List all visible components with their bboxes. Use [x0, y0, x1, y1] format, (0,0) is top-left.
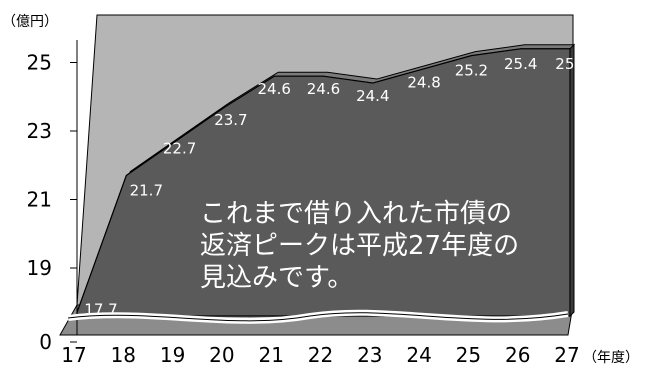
data-label-25: 25.2	[455, 62, 488, 80]
x-tick-22: 22	[308, 343, 333, 367]
series-area	[76, 48, 571, 317]
y-tick-21: 21	[27, 188, 52, 212]
area-side-face	[569, 43, 575, 318]
data-label-23: 24.4	[356, 87, 389, 105]
y-tick-0: 0	[39, 330, 52, 354]
x-tick-23: 23	[357, 343, 382, 367]
y-tick-19: 19	[27, 256, 52, 280]
x-tick-17: 17	[61, 343, 86, 367]
x-tick-27: 27	[554, 343, 579, 367]
data-label-21: 24.6	[257, 80, 290, 98]
data-label-24: 24.8	[407, 73, 440, 91]
data-label-27: 25.4	[555, 55, 588, 73]
x-tick-19: 19	[160, 343, 185, 367]
data-label-26: 25.4	[504, 55, 537, 73]
annotation-line-3: 見込みです。	[200, 263, 353, 293]
x-tick-26: 26	[505, 343, 530, 367]
data-label-18: 21.7	[130, 182, 163, 200]
y-tick-23: 23	[27, 119, 52, 143]
data-label-22: 24.6	[307, 80, 340, 98]
data-label-17: 17.7	[84, 301, 117, 319]
x-tick-24: 24	[406, 343, 431, 367]
data-label-19: 22.7	[163, 139, 196, 157]
y-unit-label: （億円）	[2, 14, 58, 30]
x-tick-20: 20	[209, 343, 234, 367]
x-tick-18: 18	[111, 343, 136, 367]
annotation-line-1: これまで借り入れた市債の	[200, 199, 512, 229]
data-label-20: 23.7	[214, 111, 247, 129]
x-tick-21: 21	[258, 343, 283, 367]
y-tick-25: 25	[27, 51, 52, 75]
x-tick-25: 25	[456, 343, 481, 367]
axis-break-wave-edge	[67, 312, 569, 322]
annotation-line-2: 返済ピークは平成27年度の	[200, 231, 519, 261]
x-unit-label: （年度）	[583, 350, 639, 366]
